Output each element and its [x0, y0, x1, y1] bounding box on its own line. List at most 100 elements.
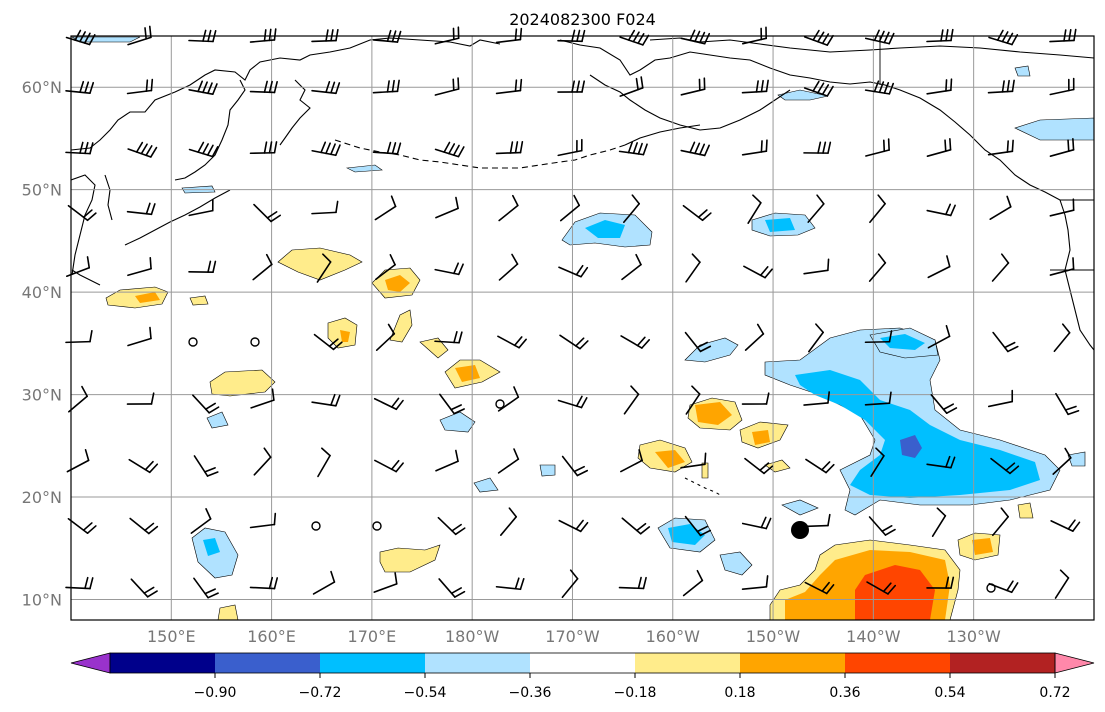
wind-barb [682, 569, 704, 597]
wind-barb [558, 264, 589, 278]
wind-barb [990, 457, 1020, 475]
colorbar-outline [109, 652, 1056, 674]
colorbar-tick-label: −0.54 [404, 685, 447, 701]
wind-barb [744, 457, 774, 475]
colorbar-segment [635, 653, 740, 673]
wind-barb [249, 80, 278, 94]
wind-barb [864, 391, 892, 406]
wind-barb [803, 29, 834, 46]
wind-barb [987, 139, 1014, 156]
wind-barb [680, 141, 710, 157]
wind-barb [803, 80, 834, 97]
wind-barb [1049, 138, 1075, 157]
colorbar [70, 652, 1095, 674]
wind-barb [992, 331, 1019, 353]
wind-barb [621, 517, 651, 535]
coast-north [649, 37, 1094, 59]
wind-barb [803, 258, 830, 275]
pos-k-core [655, 450, 685, 468]
wind-barb [559, 334, 589, 350]
storm-center-marker [791, 521, 809, 539]
patch-e-core [203, 538, 220, 556]
wind-barb [435, 449, 459, 472]
coast-alaska-west [589, 74, 791, 131]
lon-label: 140°W [846, 627, 901, 646]
calm-circle [311, 521, 321, 531]
wind-barb [620, 449, 643, 473]
coast-okhotsk [71, 174, 96, 276]
wind-barb [495, 140, 524, 155]
wind-barb [372, 141, 402, 155]
wind-barb [623, 194, 640, 224]
lon-label: 150°E [147, 627, 196, 646]
patch-a-core [585, 220, 625, 238]
wind-barb [249, 576, 279, 590]
coast-kuril [124, 189, 231, 246]
calm-circle [250, 337, 260, 347]
darker-blue-region [900, 435, 922, 458]
wind-barb [803, 391, 831, 406]
wind-barb [374, 195, 397, 221]
wind-barb [926, 78, 953, 95]
wind-barb [67, 517, 97, 535]
wind-barb [684, 331, 712, 353]
wind-barb [193, 577, 219, 599]
wind-barb [618, 576, 647, 590]
wind-barb [253, 203, 281, 223]
patch-j [206, 411, 229, 429]
colorbar-tick-label: −0.72 [299, 685, 342, 701]
pos-q [189, 295, 209, 306]
wind-barb [927, 255, 951, 279]
colorbar-tick-label: 0.18 [724, 685, 755, 701]
wind-barb [1049, 257, 1075, 276]
wind-barb [373, 397, 404, 411]
wind-barb [249, 141, 278, 155]
wind-barb [316, 253, 332, 283]
patch-b-core [765, 218, 795, 232]
wind-barb [498, 194, 519, 222]
coastlines [71, 36, 1094, 497]
wind-barb [866, 581, 896, 595]
patch-r [1014, 65, 1031, 77]
plot-frame [70, 35, 1095, 621]
wind-barb [1049, 77, 1075, 96]
wind-barb [311, 80, 341, 95]
colorbar-tick-label: 0.54 [934, 685, 965, 701]
blue-north [880, 334, 925, 350]
blue-region [795, 370, 1040, 498]
wind-barb [499, 507, 518, 536]
wind-barb [989, 195, 1012, 220]
wind-barb [680, 452, 707, 469]
wind-barb [870, 447, 885, 477]
wind-barb [252, 253, 273, 281]
lon-label: 150°W [746, 627, 801, 646]
wind-barb [438, 578, 466, 598]
wind-barb [126, 392, 155, 405]
colorbar-segment [110, 653, 215, 673]
calm-circle [495, 399, 505, 409]
wind-barb [926, 203, 956, 217]
wind-barb [926, 138, 952, 157]
wind-barb [188, 80, 218, 95]
lat-label: 60°N [22, 78, 62, 97]
lat-label: 30°N [22, 386, 62, 405]
wind-barb [1055, 392, 1080, 416]
lon-label: 160°W [646, 627, 701, 646]
lon-label: 160°E [247, 627, 296, 646]
pos-b-core [385, 275, 410, 292]
colorbar-segment [845, 653, 950, 673]
wind-barb [249, 28, 277, 43]
coast-alaska [559, 39, 1061, 201]
wind-barb [311, 200, 339, 215]
wind-barb [682, 204, 712, 222]
pos-a [277, 247, 363, 281]
coast-pnw [1059, 199, 1094, 351]
colorbar-extend-low [70, 652, 111, 674]
coast-chukotka [279, 79, 311, 146]
wind-barb [685, 385, 701, 415]
wind-barb [864, 80, 895, 95]
wind-barb [249, 512, 277, 529]
wind-barb [926, 576, 955, 589]
wind-barb [987, 79, 1015, 94]
